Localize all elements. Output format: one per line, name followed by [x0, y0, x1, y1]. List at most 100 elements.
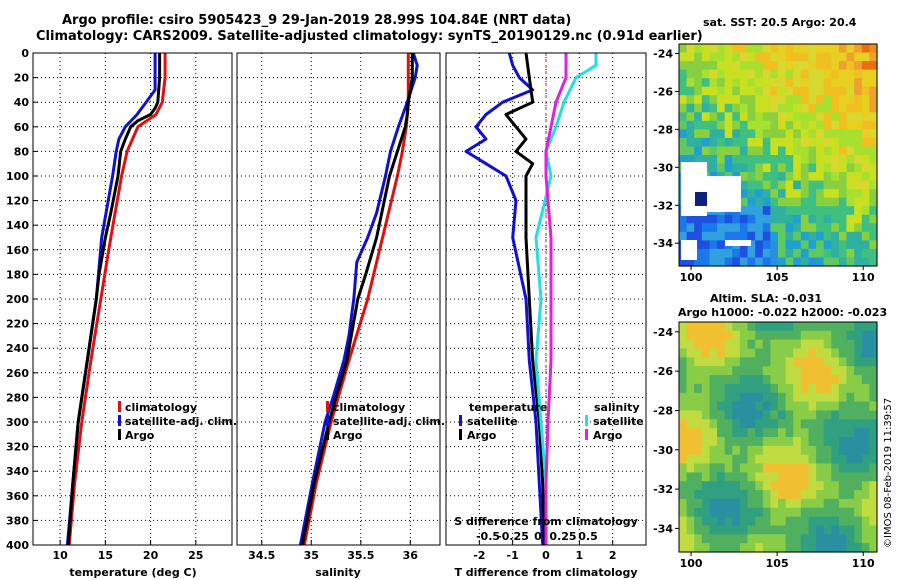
sst-map-cell: [823, 248, 832, 258]
sst-map-cell: [831, 52, 840, 62]
sst-map-cell: [739, 61, 749, 71]
sst-map-cell: [846, 78, 855, 88]
sla-map-cell: [823, 445, 832, 456]
sla-map-cell: [739, 481, 749, 491]
sst-map-cell: [869, 240, 878, 250]
sla-map-cell: [831, 357, 840, 367]
sla-map-cell: [762, 401, 771, 411]
sla-map-cell: [701, 375, 710, 385]
sla-map-cell: [709, 348, 718, 358]
sla-map-cell: [747, 339, 756, 350]
sst-map-cell: [816, 214, 825, 224]
sst-map-cell: [778, 112, 787, 122]
sla-map-cell: [869, 348, 878, 358]
sst-map-cell: [709, 103, 718, 113]
sla-map-cell: [831, 366, 840, 376]
sst-map-cell: [816, 112, 825, 122]
sst-map-cell: [793, 223, 802, 233]
sst-map-cell: [778, 189, 787, 199]
sst-map-cell: [785, 189, 794, 199]
sst-map-cell: [724, 155, 733, 165]
sla-map-cell: [679, 428, 688, 438]
sst-map-cell: [770, 95, 779, 105]
sst-map-cell: [800, 69, 809, 79]
sst-map-cell: [800, 240, 809, 250]
sst-map-cell: [679, 69, 688, 79]
sla-map-cell: [778, 516, 787, 526]
sla-map-cell: [732, 339, 741, 350]
sla-map-cell: [679, 498, 688, 509]
diff-legend-temp-swatch: [459, 429, 462, 440]
sla-map-cell: [724, 339, 733, 350]
diff-legend-sal-swatch: [585, 415, 588, 426]
sla-map-cell: [793, 534, 802, 544]
sst-map-xtick-label: 105: [766, 271, 789, 284]
sla-map-cell: [861, 543, 870, 553]
sst-map-cell: [717, 214, 726, 224]
sla-map-cell: [831, 437, 840, 447]
sst-map-cell: [732, 52, 741, 62]
sst-map-cell: [770, 214, 779, 224]
sst-map-cell: [854, 197, 863, 207]
sst-map-cell: [823, 206, 832, 216]
sst-map-cell: [694, 112, 703, 122]
sla-map-cell: [846, 525, 855, 535]
sla-map-cell: [785, 454, 794, 465]
sst-map-cell: [823, 163, 832, 173]
sla-map-cell: [709, 454, 718, 465]
sla-map-cell: [778, 401, 787, 411]
sla-map-xtick-label: 105: [766, 557, 789, 570]
sst-map-cell: [679, 231, 688, 241]
sst-map-cell: [846, 52, 855, 62]
sst-map-cell: [793, 129, 802, 139]
sla-map-cell: [846, 543, 855, 553]
sla-map-cell: [717, 472, 726, 482]
sla-map-cell: [778, 348, 787, 358]
sla-map-cell: [785, 481, 794, 491]
sla-map-cell: [861, 498, 870, 509]
sst-map-cell: [755, 129, 764, 139]
sla-map-cell: [816, 525, 825, 535]
sst-map-cell: [800, 129, 809, 139]
sla-map-cell: [747, 507, 756, 518]
sst-map-cell: [739, 120, 749, 130]
sla-map-cell: [778, 419, 787, 429]
sla-map-cell: [739, 401, 749, 411]
sla-map-cell: [846, 375, 855, 385]
sst-map-cell: [686, 52, 695, 62]
sst-map-cell: [793, 137, 802, 147]
sst-map-cell: [709, 163, 718, 173]
sla-map-cell: [846, 383, 855, 394]
sst-map-cell: [846, 172, 855, 182]
sla-map-cell: [808, 534, 817, 544]
sla-map-cell: [816, 383, 825, 394]
sla-map-cell: [701, 534, 710, 544]
sst-map-ytick-label: -24: [653, 47, 673, 60]
sla-map-cell: [762, 366, 771, 376]
sst-map-cell: [739, 172, 749, 182]
sst-map-cell: [724, 214, 733, 224]
sst-map-cell: [854, 257, 863, 267]
sst-map-cell: [762, 52, 771, 62]
sla-map-cell: [679, 507, 688, 518]
sst-map-cell: [755, 163, 764, 173]
sla-map-cell: [762, 543, 771, 553]
sla-map-cell: [778, 437, 787, 447]
sla-map-cell: [816, 375, 825, 385]
sst-map-cloud-mask: [681, 162, 707, 216]
sla-map-cell: [694, 534, 703, 544]
sla-map-cell: [679, 339, 688, 350]
sst-map-cell: [823, 180, 832, 190]
sst-map-cell: [823, 95, 832, 105]
sla-map-cell: [861, 330, 870, 341]
sst-map-cell: [816, 120, 825, 130]
sla-map-cell: [846, 401, 855, 411]
sst-map-cell: [808, 155, 817, 165]
sla-map-cell: [739, 437, 749, 447]
sla-map-cell: [808, 322, 817, 332]
sla-map-cell: [823, 490, 832, 500]
sst-map-cell: [831, 206, 840, 216]
sla-map-cell: [808, 366, 817, 376]
sla-map-cell: [846, 472, 855, 482]
sst-map-cell: [762, 248, 771, 258]
